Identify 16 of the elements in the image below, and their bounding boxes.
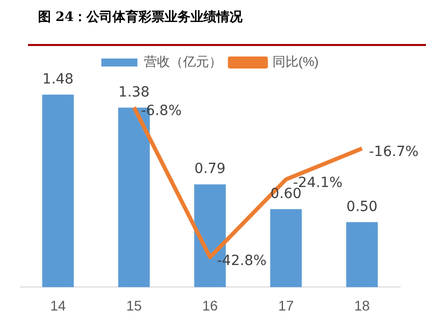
data-label: 0.79 — [194, 161, 226, 178]
x-tick-label: 17 — [278, 297, 294, 314]
data-label: 1.48 — [42, 71, 74, 88]
bar — [42, 94, 74, 288]
data-label: -16.7% — [369, 144, 419, 160]
x-tick-label: 18 — [354, 297, 370, 314]
legend-label: 营收（亿元） — [144, 54, 222, 70]
data-label: 1.38 — [118, 84, 150, 100]
x-tick-label: 15 — [126, 297, 142, 314]
x-tick-label: 14 — [50, 297, 66, 314]
chart-title: 图 24：公司体育彩票业务业绩情况 — [38, 8, 243, 26]
bar — [346, 222, 378, 288]
bar — [270, 209, 302, 288]
data-label: 0.50 — [346, 198, 378, 215]
x-tick-label: 16 — [202, 297, 218, 314]
legend-label: 同比(%) — [272, 54, 319, 70]
